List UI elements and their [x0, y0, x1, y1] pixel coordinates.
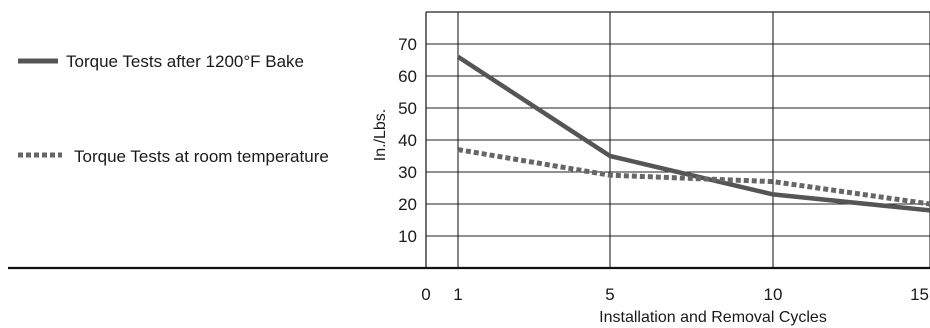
x-tick-label-1: 1: [453, 285, 462, 304]
legend: Torque Tests after 1200°F Bake Torque Te…: [18, 52, 329, 166]
x-tick-label-0: 0: [421, 285, 430, 304]
legend-label-room: Torque Tests at room temperature: [74, 147, 329, 166]
x-axis-title: Installation and Removal Cycles: [599, 309, 827, 326]
x-tick-label-15: 15: [910, 285, 929, 304]
legend-label-bake: Torque Tests after 1200°F Bake: [66, 52, 304, 71]
y-tick-label-20: 20: [398, 195, 417, 214]
y-tick-label-30: 30: [398, 163, 417, 182]
y-tick-label-10: 10: [398, 227, 417, 246]
y-tick-label-60: 60: [398, 67, 417, 86]
x-tick-label-10: 10: [764, 285, 783, 304]
series-line-0: [456, 54, 930, 213]
x-tick-label-5: 5: [605, 285, 614, 304]
y-tick-label-40: 40: [398, 131, 417, 150]
y-axis-title: In./Lbs.: [372, 109, 389, 161]
y-tick-label-50: 50: [398, 99, 417, 118]
series-layer: [456, 54, 930, 213]
grid-layer: [8, 11, 930, 270]
y-tick-label-70: 70: [398, 35, 417, 54]
series-line-1: [457, 147, 930, 207]
